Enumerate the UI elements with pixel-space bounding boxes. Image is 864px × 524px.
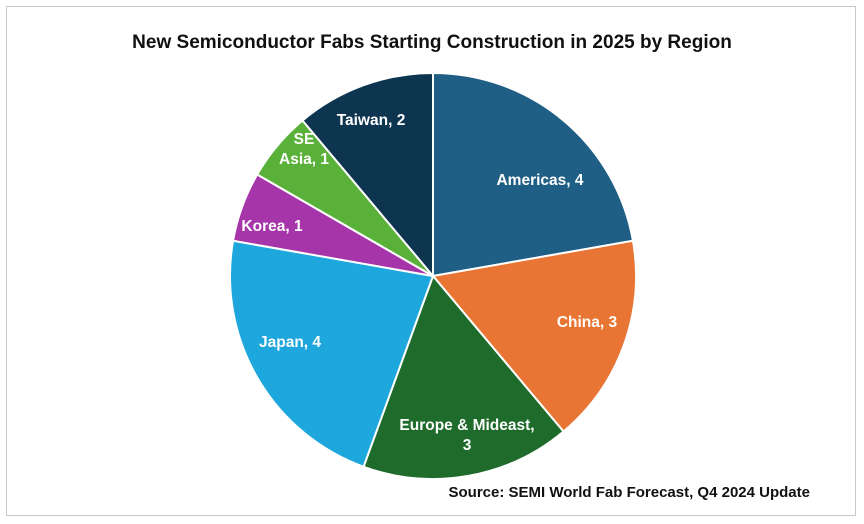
slice-label-americas: Americas, 4: [496, 172, 583, 189]
pie-slice-taiwan: [301, 71, 434, 279]
chart-title: New Semiconductor Fabs Starting Construc…: [132, 32, 732, 53]
pie-slice-china: [431, 239, 638, 433]
slice-label-se-asia: SE Asia, 1: [279, 131, 329, 168]
slice-label-china: China, 3: [557, 314, 618, 331]
source-note: Source: SEMI World Fab Forecast, Q4 2024…: [448, 484, 811, 501]
slice-label-japan: Japan, 4: [259, 334, 321, 351]
slice-label-taiwan: Taiwan, 2: [337, 112, 406, 129]
pie-slice-europe-mideast: [362, 274, 565, 481]
slice-label-korea: Korea, 1: [241, 218, 303, 235]
slice-label-europe-mideast: Europe & Mideast, 3: [399, 417, 534, 454]
pie-slice-japan: [228, 239, 435, 469]
pie-slice-americas: [432, 71, 635, 278]
